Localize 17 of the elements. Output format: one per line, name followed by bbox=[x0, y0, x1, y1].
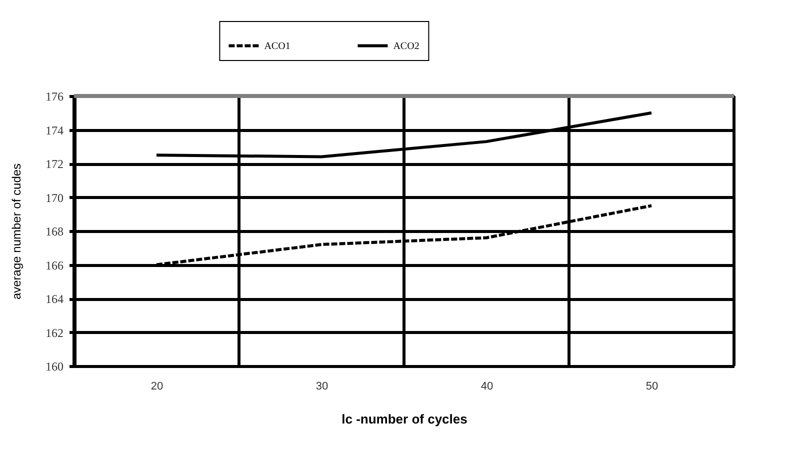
x-tick-label: 30 bbox=[316, 380, 328, 392]
x-axis-title: lc -number of cycles bbox=[342, 412, 468, 426]
y-tick-label: 170 bbox=[46, 190, 64, 205]
y-tick-label: 174 bbox=[46, 123, 64, 138]
y-tick-label: 168 bbox=[46, 224, 64, 238]
y-axis-title: average number of cudes bbox=[10, 163, 24, 300]
y-tick-label: 162 bbox=[46, 326, 64, 340]
x-tick-label: 20 bbox=[150, 380, 164, 392]
x-tick-label: 50 bbox=[646, 380, 658, 392]
legend-label: ACO2 bbox=[393, 40, 420, 52]
x-tick-label: 40 bbox=[480, 380, 494, 392]
y-tick-label: 172 bbox=[46, 157, 64, 171]
y-tick-label: 166 bbox=[46, 258, 64, 272]
legend-label: ACO1 bbox=[264, 40, 290, 52]
y-tick-label: 160 bbox=[46, 360, 64, 374]
y-tick-label: 164 bbox=[46, 292, 64, 306]
y-tick-label: 176 bbox=[46, 90, 64, 104]
